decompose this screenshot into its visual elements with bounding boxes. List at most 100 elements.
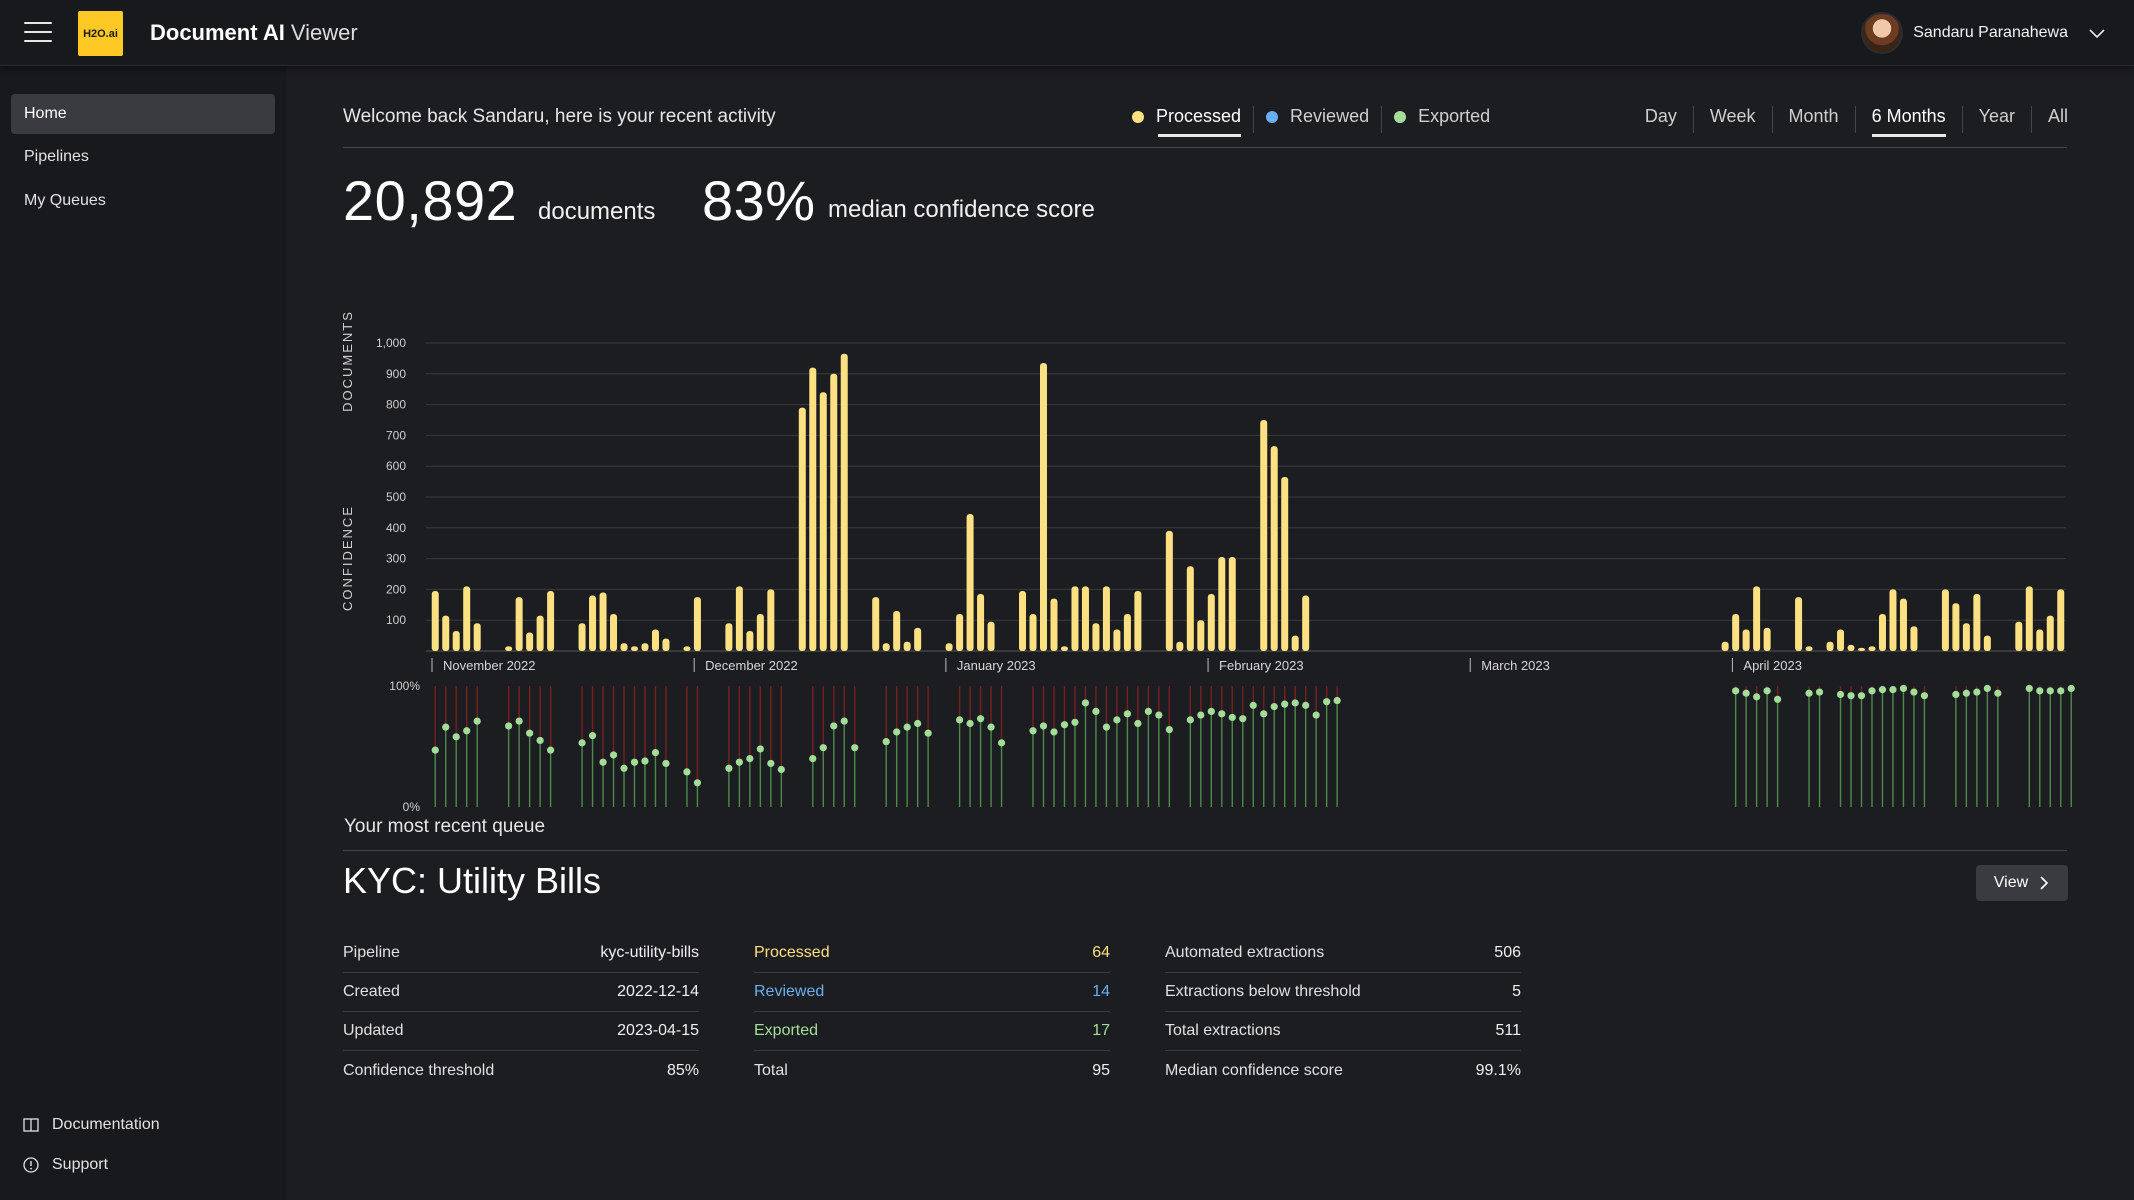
confidence-point: [1071, 718, 1079, 726]
confidence-point: [851, 744, 859, 752]
confidence-point: [630, 758, 639, 766]
document-bar: [987, 621, 995, 651]
legend-processed[interactable]: Processed: [1120, 106, 1253, 137]
confidence-point: [1218, 710, 1226, 718]
count-label: Processed: [754, 944, 830, 961]
sidebar-item-pipelines[interactable]: Pipelines: [24, 148, 89, 165]
month-label: January 2023: [957, 658, 1036, 673]
document-bar: [1113, 629, 1121, 651]
confidence-point: [1281, 700, 1289, 708]
confidence-point: [473, 717, 481, 725]
month-label: February 2023: [1219, 658, 1304, 673]
document-bar: [1795, 597, 1803, 651]
chevron-down-icon[interactable]: [2088, 24, 2106, 42]
count-value: 64: [1092, 944, 1110, 961]
confidence-point: [1123, 710, 1131, 718]
queue-title: KYC: Utility Bills: [343, 860, 602, 901]
document-bar: [1040, 363, 1047, 651]
app-mode: Viewer: [290, 20, 358, 45]
tab-6-months[interactable]: 6 Months: [1854, 106, 1962, 137]
confidence-point: [1753, 693, 1761, 701]
confidence-point: [1029, 727, 1037, 735]
confidence-point: [588, 732, 597, 740]
tab-year[interactable]: Year: [1961, 106, 2031, 133]
y-tick-label: 300: [386, 552, 406, 566]
tab-day[interactable]: Day: [1644, 106, 1677, 126]
legend-exported[interactable]: Exported: [1381, 106, 1502, 133]
document-bar: [945, 643, 953, 651]
support-link[interactable]: Support: [22, 1156, 108, 1174]
count-row: Total 95: [754, 1051, 1110, 1090]
legend-reviewed[interactable]: Reviewed: [1253, 106, 1381, 133]
document-bar: [610, 614, 618, 651]
avatar[interactable]: [1861, 12, 1904, 54]
confidence-point: [1186, 716, 1194, 724]
time-range-tabs: Day Week Month 6 Months Year All: [1629, 106, 2084, 137]
documentation-link[interactable]: Documentation: [22, 1116, 160, 1134]
document-bar: [1868, 646, 1876, 651]
document-bar: [1228, 557, 1236, 651]
tab-month[interactable]: Month: [1771, 106, 1855, 133]
confidence-point: [1312, 711, 1320, 719]
document-bar: [893, 610, 901, 651]
sidebar-item-my-queues[interactable]: My Queues: [24, 192, 106, 209]
document-bar: [515, 597, 523, 651]
queue-details: Pipeline kyc-utility-bills Created 2022-12…: [343, 934, 699, 1090]
document-bar: [1878, 614, 1886, 651]
sidebar-item-home[interactable]: Home: [11, 94, 275, 134]
document-bar: [1092, 623, 1100, 651]
document-bar: [1952, 603, 1960, 651]
support-label: Support: [52, 1156, 109, 1173]
document-bar: [1186, 566, 1194, 651]
confidence-point: [914, 719, 922, 728]
document-bar: [1763, 627, 1771, 651]
confidence-point: [463, 727, 471, 735]
tab-all[interactable]: All: [2030, 106, 2084, 133]
document-bar: [809, 367, 817, 651]
document-bar: [1962, 623, 1970, 651]
menu-icon[interactable]: [24, 22, 52, 44]
month-labels: November 2022 December 2022 January 2023 Fe…: [431, 658, 1802, 673]
tab-week[interactable]: Week: [1692, 106, 1772, 133]
confidence-point: [1060, 721, 1069, 729]
confidence-point: [578, 739, 586, 747]
document-bar: [2057, 589, 2065, 651]
sidebar: Home Pipelines My Queues Documentation S…: [0, 66, 286, 1200]
confidence-point: [526, 729, 534, 737]
confidence-point: [956, 716, 964, 724]
confidence-point: [1899, 684, 1908, 693]
document-bar: [620, 643, 628, 651]
h2o-logo[interactable]: H2O.ai: [78, 11, 123, 56]
document-bar: [1081, 586, 1089, 651]
documents-count: 20,892: [343, 169, 518, 232]
confidence-point: [1134, 719, 1142, 728]
queue-heading: Your most recent queue: [344, 816, 546, 837]
document-bar: [1102, 586, 1110, 651]
confidence-point: [1092, 707, 1100, 716]
info-icon: [23, 1157, 39, 1173]
detail-value: 2023-04-15: [617, 1022, 699, 1039]
user-menu[interactable]: Sandaru Paranahewa: [1861, 12, 2106, 54]
document-bar: [1050, 598, 1058, 651]
document-bar: [536, 615, 544, 651]
document-bar: [1983, 635, 1991, 651]
confidence-point: [1302, 701, 1310, 709]
confidence-point: [830, 722, 838, 730]
confidence-point: [641, 757, 649, 765]
confidence-tick-label: 0%: [403, 800, 421, 814]
count-row: Exported 17: [754, 1012, 1110, 1051]
document-bar: [631, 646, 638, 651]
confidence-point: [620, 764, 628, 772]
document-bar: [431, 590, 439, 651]
confidence-point: [1836, 690, 1845, 699]
y-tick-label: 500: [386, 490, 406, 504]
confidence-point: [2046, 687, 2054, 695]
confidence-point: [683, 768, 691, 776]
confidence-point: [442, 723, 450, 731]
extraction-row: Total extractions 511: [1165, 1012, 1521, 1051]
view-button[interactable]: View: [1976, 865, 2068, 901]
confidence-point: [1889, 686, 1897, 694]
confidence-point: [987, 723, 995, 731]
confidence-point: [1815, 688, 1824, 696]
detail-value: 2022-12-14: [617, 983, 699, 1000]
